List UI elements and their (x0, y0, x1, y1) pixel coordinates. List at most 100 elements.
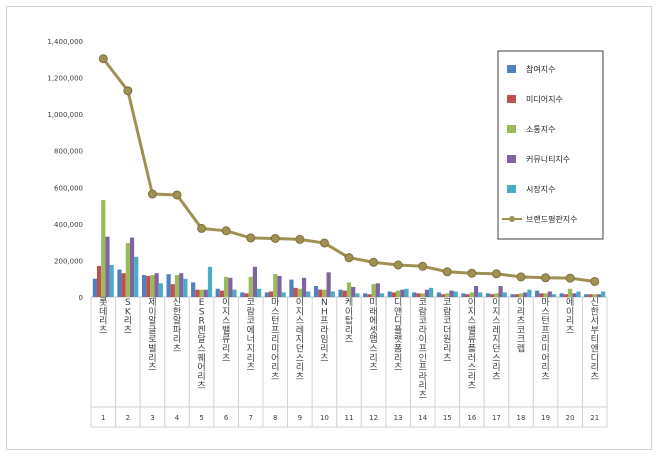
bar-mark (485, 293, 491, 297)
bar-mark (338, 289, 343, 297)
bar-mark (150, 275, 155, 297)
bar-mark (121, 273, 126, 297)
bar-mark (326, 272, 331, 297)
category-index-label: 17 (492, 414, 501, 422)
line-point-mark (516, 272, 526, 282)
y-tick-label: 200,000 (54, 257, 83, 265)
category-index-label: 7 (248, 414, 252, 422)
bar-mark (154, 273, 159, 297)
line-point-mark (393, 260, 403, 270)
bar-mark (105, 236, 110, 297)
y-tick-label: 1,000,000 (47, 111, 83, 119)
bar-mark (440, 294, 446, 297)
bar-mark (134, 256, 139, 297)
bar-mark (518, 293, 524, 297)
category-index-label: 8 (273, 414, 277, 422)
line-layer (98, 54, 600, 286)
line-point-mark (246, 233, 256, 243)
legend-swatch (507, 155, 516, 163)
bar-mark (301, 277, 307, 297)
bar-mark (92, 278, 97, 297)
bar-mark (473, 286, 479, 297)
bar-mark (264, 292, 269, 297)
bar-mark (219, 290, 225, 297)
bar-mark (478, 292, 483, 297)
bar-mark (490, 294, 495, 297)
category-index-label: 20 (566, 414, 575, 422)
category-index-label: 4 (175, 414, 180, 422)
bar-mark (203, 289, 208, 297)
bar-mark (601, 291, 606, 297)
bar-mark (244, 293, 249, 297)
bar-mark (117, 269, 122, 297)
category-index-label: 5 (199, 414, 203, 422)
bar-mark (563, 294, 569, 297)
bar-mark (248, 276, 253, 297)
bar-mark (281, 292, 286, 297)
bar-mark (420, 293, 425, 297)
line-point-mark (172, 190, 182, 200)
axis-layer: 0 200,000 400,000 600,000 800,000 1,000,000 1,… (47, 38, 608, 428)
category-index-label: 2 (126, 414, 130, 422)
bar-mark (293, 287, 298, 297)
bar-mark (416, 293, 421, 297)
line-point-mark (369, 257, 379, 267)
bar-mark (449, 290, 454, 297)
line-point-mark (442, 267, 452, 277)
bar-mark (400, 289, 405, 297)
line-point-mark (98, 54, 108, 64)
y-tick-label: 1,200,000 (47, 75, 83, 83)
line-point-mark (319, 238, 329, 248)
y-tick-label: 1,400,000 (47, 38, 83, 46)
bar-mark (313, 286, 319, 297)
bar-mark (453, 291, 458, 297)
bar-mark (527, 289, 532, 297)
bar-mark (330, 291, 335, 297)
legend-label: 커뮤니티지수 (526, 154, 570, 164)
bar-mark (584, 294, 589, 297)
bar-mark (576, 291, 581, 297)
y-tick-label: 400,000 (54, 221, 83, 229)
bar-mark (469, 292, 474, 297)
bar-mark (297, 288, 302, 297)
bar-mark (342, 290, 347, 297)
bar-mark (170, 284, 175, 297)
bar-mark (592, 294, 597, 297)
bar-mark (375, 283, 380, 297)
bar-mark (445, 293, 450, 297)
bar-mark (289, 279, 294, 297)
bar-mark (232, 289, 237, 297)
bar-mark (183, 278, 188, 297)
legend-label: 미디어지수 (526, 94, 563, 104)
bar-mark (174, 275, 180, 297)
bar-mark (351, 286, 356, 297)
line-point-mark (197, 223, 207, 233)
bar-mark (429, 287, 434, 297)
bar-mark (514, 294, 519, 297)
bar-mark (391, 292, 397, 297)
legend-label: 브랜드평판지수 (526, 214, 578, 224)
category-index-label: 15 (443, 414, 452, 422)
line-point-mark (295, 234, 305, 244)
legend-marker (509, 216, 515, 222)
bar-mark (101, 200, 106, 297)
bar-mark (252, 266, 258, 297)
label-layer: 롯 데 리 츠 1 S K 리 츠 2 제 이 알 글 로 벌 리 츠 3 신 한 알 파 리 츠 4 E S R 켄 달 스 퀘 어 리 츠 5 이 지 스… (99, 297, 599, 422)
bar-mark (424, 289, 430, 297)
brand-reputation-chart: 0 200,000 400,000 600,000 800,000 1,000,000 1,… (47, 38, 608, 428)
category-index-label: 13 (394, 414, 403, 422)
bar-mark (306, 291, 311, 297)
category-index-label: 21 (590, 414, 599, 422)
bar-mark (371, 284, 376, 297)
